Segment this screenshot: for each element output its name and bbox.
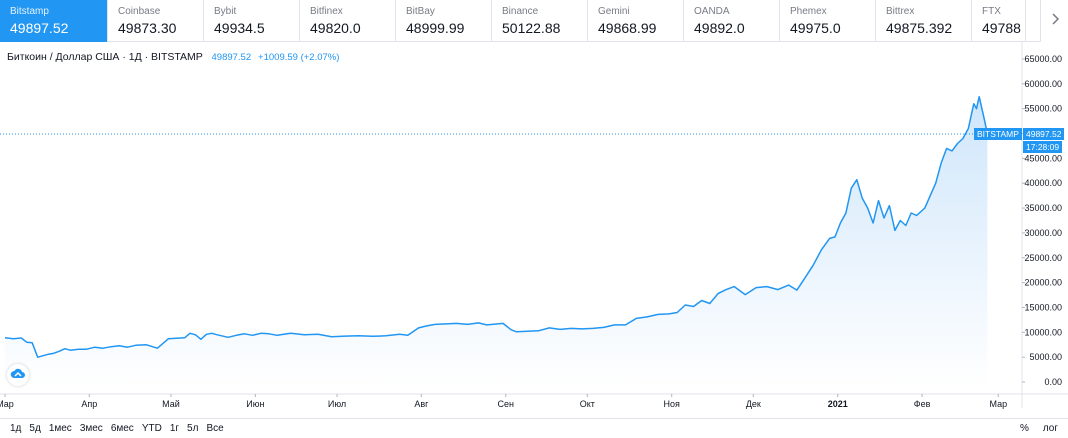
exchange-name: Coinbase: [118, 6, 161, 17]
exchange-tab-bitstamp[interactable]: Bitstamp 49897.52: [0, 0, 108, 42]
range-button[interactable]: 5д: [29, 423, 41, 434]
percent-scale-button[interactable]: %: [1019, 422, 1029, 434]
exchange-price: 49868.99: [598, 20, 657, 36]
y-tick-label: 15000.00: [1024, 302, 1062, 312]
y-tick-label: 60000.00: [1024, 79, 1062, 89]
x-tick-label: Фев: [914, 399, 931, 409]
range-button[interactable]: 1г: [169, 423, 180, 434]
x-tick-label: 2021: [828, 399, 848, 409]
y-tick-label: 45000.00: [1024, 153, 1062, 163]
exchange-name: Bitfinex: [310, 6, 343, 17]
x-tick-label: Июн: [246, 399, 264, 409]
exchange-price: 48999.99: [406, 20, 465, 36]
price-chart[interactable]: 65000.0060000.0055000.0050000.0045000.00…: [0, 42, 1068, 418]
exchange-name: Phemex: [790, 6, 827, 17]
price-line: [4, 95, 989, 358]
x-tick-label: Июл: [328, 399, 346, 409]
y-tick-label: 35000.00: [1024, 203, 1062, 213]
y-tick-label: 55000.00: [1024, 104, 1062, 114]
exchange-name: Bittrex: [886, 6, 915, 17]
price-area: [5, 96, 988, 388]
y-tick-label: 0.00: [1044, 377, 1062, 387]
range-button[interactable]: Все: [206, 423, 224, 434]
exchange-tabs: Bitstamp 49897.52 Coinbase 49873.30 Bybit 499…: [0, 0, 1068, 42]
exchange-name: BitBay: [406, 6, 435, 17]
tradingview-logo[interactable]: [7, 364, 29, 386]
exchange-tab-gemini[interactable]: Gemini 49868.99: [588, 0, 684, 42]
x-tick-label: Мар: [989, 399, 1007, 409]
x-tick-label: Авг: [414, 399, 429, 409]
x-tick-label: Апр: [81, 399, 97, 409]
exchange-price: 49934.5: [214, 20, 265, 36]
x-tick-label: Сен: [497, 399, 514, 409]
exchange-name: FTX: [982, 6, 1001, 17]
range-button[interactable]: 1д: [10, 423, 22, 434]
exchange-name: Bybit: [214, 6, 237, 17]
y-tick-label: 65000.00: [1024, 54, 1062, 64]
y-tick-label: 5000.00: [1029, 352, 1062, 362]
range-button[interactable]: 1мес: [48, 423, 72, 434]
exchange-name: Gemini: [598, 6, 630, 17]
price-tag-value: 49897.52: [1023, 128, 1065, 141]
exchange-price: 49975.0: [790, 20, 841, 36]
exchange-price: 49820.0: [310, 20, 361, 36]
exchange-name: Binance: [502, 6, 539, 17]
chart-header: Биткоин / Доллар США · 1Д · BITSTAMP 498…: [7, 51, 339, 63]
y-tick-label: 10000.00: [1024, 327, 1062, 337]
chevron-right-icon: [1050, 12, 1060, 31]
exchange-tab-ftx[interactable]: FTX 49788: [972, 0, 1026, 42]
scroll-right-button[interactable]: [1040, 0, 1068, 42]
exchange-tab-phemex[interactable]: Phemex 49975.0: [780, 0, 876, 42]
x-tick-label: Дек: [746, 399, 761, 409]
symbol-title[interactable]: Биткоин / Доллар США · 1Д · BITSTAMP: [7, 51, 203, 63]
range-button[interactable]: 5л: [187, 423, 199, 434]
exchange-price: 49897.52: [10, 20, 69, 36]
exchange-tab-binance[interactable]: Binance 50122.88: [492, 0, 588, 42]
x-tick-label: Окт: [580, 399, 595, 409]
range-button[interactable]: 3мес: [79, 423, 103, 434]
exchange-name: OANDA: [694, 6, 730, 17]
exchange-tab-bitbay[interactable]: BitBay 48999.99: [396, 0, 492, 42]
x-tick-label: Мар: [0, 399, 14, 409]
y-tick-label: 30000.00: [1024, 228, 1062, 238]
log-scale-button[interactable]: лог: [1042, 422, 1058, 434]
price-tag-exchange: BITSTAMP: [974, 128, 1022, 141]
x-tick-label: Ноя: [664, 399, 681, 409]
exchange-tab-oanda[interactable]: OANDA 49892.0: [684, 0, 780, 42]
exchange-tab-bitfinex[interactable]: Bitfinex 49820.0: [300, 0, 396, 42]
scale-tools: % лог: [1006, 418, 1058, 438]
exchange-price: 49873.30: [118, 20, 177, 36]
x-tick-label: Май: [162, 399, 180, 409]
last-price: 49897.52: [211, 52, 252, 63]
exchange-price: 49892.0: [694, 20, 745, 36]
range-toolbar: 1д 5д 1мес 3мес 6мес YTD 1г 5л Все: [0, 418, 1068, 438]
y-tick-label: 25000.00: [1024, 253, 1062, 263]
exchange-name: Bitstamp: [10, 6, 49, 17]
exchange-tab-bybit[interactable]: Bybit 49934.5: [204, 0, 300, 42]
exchange-price: 49788: [982, 20, 1021, 36]
exchange-price: 49875.392: [886, 20, 953, 36]
y-tick-label: 40000.00: [1024, 178, 1062, 188]
range-button[interactable]: 6мес: [110, 423, 134, 434]
price-tag-time: 17:28:09: [1023, 141, 1063, 154]
exchange-price: 50122.88: [502, 20, 561, 36]
exchange-tab-coinbase[interactable]: Coinbase 49873.30: [108, 0, 204, 42]
price-change: +1009.59 (+2.07%): [258, 52, 340, 63]
exchange-tab-bittrex[interactable]: Bittrex 49875.392: [876, 0, 972, 42]
range-button[interactable]: YTD: [141, 423, 162, 434]
y-tick-label: 20000.00: [1024, 278, 1062, 288]
cloud-icon: [10, 366, 26, 384]
